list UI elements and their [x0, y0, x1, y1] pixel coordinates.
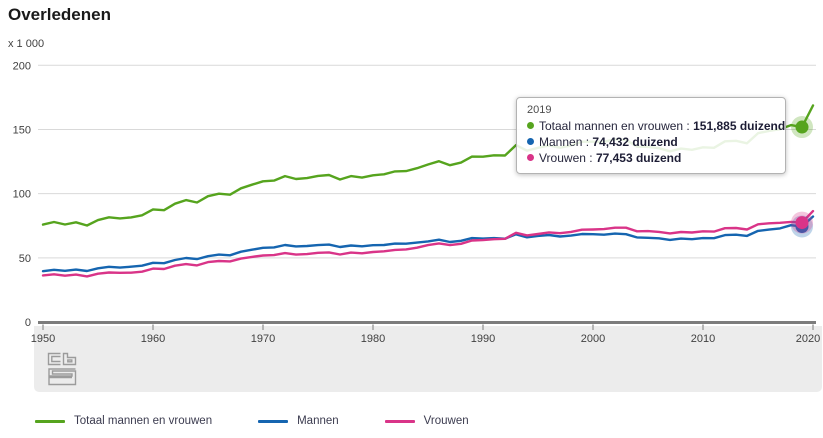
- women-bullet-icon: [527, 154, 534, 161]
- men-line-swatch-icon: [258, 419, 289, 423]
- tooltip-row-women: Vrouwen : 77,453 duizend: [527, 150, 775, 166]
- series-line-women[interactable]: [41, 209, 815, 278]
- x-axis-tick-label: 2000: [581, 333, 605, 345]
- chart-plot: 0 50 100 150 200 1950 1960 1970 1980 1990 2000 2010…: [13, 60, 821, 345]
- women-line-swatch-icon: [384, 419, 415, 423]
- y-axis-unit-label: x 1 000: [8, 38, 45, 50]
- men-bullet-icon: [527, 138, 534, 145]
- tooltip-row-men: Mannen : 74,432 duizend: [527, 134, 775, 150]
- tooltip-label: Mannen :: [539, 135, 590, 149]
- x-axis-tick-label: 1970: [251, 333, 275, 345]
- series-line-men[interactable]: [41, 215, 815, 273]
- tooltip-value: 74,432 duizend: [592, 135, 678, 149]
- marker-dot-women[interactable]: [795, 216, 809, 230]
- y-axis-tick-label: 0: [25, 317, 31, 329]
- y-axis-tick-label: 50: [19, 253, 31, 265]
- legend-label: Mannen: [297, 415, 339, 427]
- legend-item-women[interactable]: Vrouwen: [384, 415, 469, 427]
- x-axis-tick-label: 1950: [31, 333, 55, 345]
- total-line-swatch-icon: [35, 419, 65, 423]
- x-axis-tick-label: 2020: [796, 333, 820, 345]
- x-axis-tick-label: 1980: [361, 333, 385, 345]
- chart-title: Overledenen: [8, 5, 111, 24]
- footer-band: [34, 326, 822, 392]
- tooltip-label: Vrouwen :: [539, 151, 593, 165]
- tooltip-label: Totaal mannen en vrouwen :: [539, 119, 690, 133]
- tooltip: 2019 Totaal mannen en vrouwen : 151,885 …: [516, 97, 786, 174]
- legend-item-men[interactable]: Mannen: [258, 415, 339, 427]
- x-axis-tick-label: 1990: [471, 333, 495, 345]
- tooltip-value: 151,885 duizend: [693, 119, 786, 133]
- legend-label: Vrouwen: [423, 415, 469, 427]
- marker-dot-total[interactable]: [795, 120, 809, 134]
- legend: Totaal mannen en vrouwen Mannen Vrouwen: [35, 415, 469, 427]
- x-axis-tick-label: 1960: [141, 333, 165, 345]
- tooltip-row-total: Totaal mannen en vrouwen : 151,885 duize…: [527, 118, 785, 134]
- tooltip-value: 77,453 duizend: [595, 151, 682, 165]
- tooltip-year: 2019: [527, 104, 552, 116]
- total-bullet-icon: [527, 122, 534, 129]
- legend-item-total[interactable]: Totaal mannen en vrouwen: [35, 415, 212, 427]
- y-axis-tick-label: 100: [13, 189, 31, 201]
- cbs-logo-icon: [47, 352, 77, 386]
- legend-label: Totaal mannen en vrouwen: [74, 415, 213, 427]
- y-axis-tick-label: 200: [13, 60, 31, 72]
- x-axis-tick-label: 2010: [691, 333, 715, 345]
- y-axis-tick-label: 150: [13, 124, 31, 136]
